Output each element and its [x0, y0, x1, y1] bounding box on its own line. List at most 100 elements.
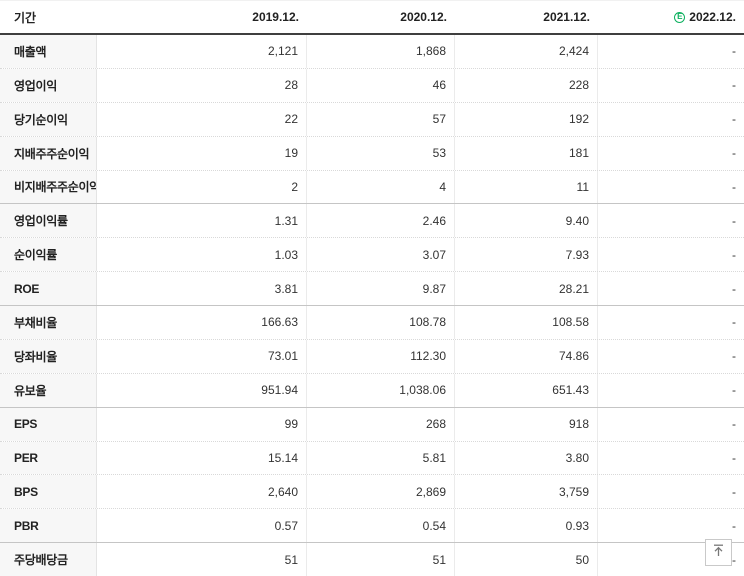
row-label: 유보율 — [0, 373, 97, 407]
year-header-2019: 2019.12. — [252, 10, 299, 24]
row-value-2019: 19 — [97, 136, 307, 170]
year-header-2021: 2021.12. — [543, 10, 590, 24]
table-row: ROE 3.81 9.87 28.21 - — [0, 271, 744, 305]
row-value-2020: 57 — [307, 102, 455, 136]
row-value-2022: - — [732, 44, 736, 59]
row-value-2022: - — [732, 518, 736, 533]
table-row: PER 15.14 5.81 3.80 - — [0, 440, 744, 475]
row-value-2020: 2.46 — [307, 204, 455, 238]
row-value-2019: 28 — [97, 68, 307, 102]
row-label: EPS — [0, 407, 97, 441]
table-row: 부채비율 166.63 108.78 108.58 - — [0, 305, 744, 339]
row-label: PER — [0, 441, 97, 475]
row-value-2021: 7.93 — [455, 238, 598, 272]
row-label: 당좌비율 — [0, 339, 97, 373]
year-header-2022-estimate: E 2022.12. — [598, 1, 744, 33]
row-value-2019: 51 — [97, 543, 307, 576]
row-value-2019: 1.03 — [97, 238, 307, 272]
row-value-2022: - — [732, 78, 736, 93]
row-value-2020: 46 — [307, 68, 455, 102]
row-value-2019: 73.01 — [97, 339, 307, 373]
table-header-row: 기간 2019.12. 2020.12. 2021.12. E 2022.12. — [0, 1, 744, 35]
table-row: 순이익률 1.03 3.07 7.93 - — [0, 237, 744, 272]
estimate-icon: E — [674, 11, 686, 23]
row-value-2021: 28.21 — [455, 272, 598, 305]
row-value-2020: 53 — [307, 136, 455, 170]
row-value-2019: 2,640 — [97, 475, 307, 509]
period-header: 기간 — [14, 10, 37, 25]
table-row: 유보율 951.94 1,038.06 651.43 - — [0, 372, 744, 407]
table-row: EPS 99 268 918 - — [0, 406, 744, 441]
table-row: 매출액 2,121 1,868 2,424 - — [0, 35, 744, 68]
year-header-2020: 2020.12. — [400, 10, 447, 24]
row-value-2021: 74.86 — [455, 339, 598, 373]
row-value-2021: 11 — [455, 170, 598, 204]
row-value-2022: - — [732, 552, 736, 567]
row-value-2019: 2 — [97, 170, 307, 204]
row-value-2021: 918 — [455, 407, 598, 441]
table-row: 영업이익 28 46 228 - — [0, 67, 744, 102]
row-value-2020: 1,868 — [307, 35, 455, 68]
row-value-2022: - — [732, 247, 736, 262]
table-row: PBR 0.57 0.54 0.93 - — [0, 508, 744, 543]
row-value-2020: 4 — [307, 170, 455, 204]
table-row: 주당배당금 51 51 50 - — [0, 542, 744, 576]
year-header-label: 2022.12. — [689, 10, 736, 24]
row-value-2021: 3.80 — [455, 441, 598, 475]
row-value-2019: 0.57 — [97, 509, 307, 543]
row-label: 영업이익 — [0, 68, 97, 102]
row-label: 주당배당금 — [0, 543, 97, 576]
row-value-2022: - — [732, 146, 736, 161]
row-value-2021: 228 — [455, 68, 598, 102]
row-label: BPS — [0, 475, 97, 509]
row-value-2020: 1,038.06 — [307, 373, 455, 407]
row-value-2021: 50 — [455, 543, 598, 576]
scroll-to-top-button[interactable] — [705, 539, 732, 566]
table-row: 당좌비율 73.01 112.30 74.86 - — [0, 338, 744, 373]
table-body: 매출액 2,121 1,868 2,424 - 영업이익 28 46 228 -… — [0, 35, 744, 576]
row-value-2022: - — [732, 383, 736, 398]
row-value-2022: - — [732, 450, 736, 465]
row-value-2019: 2,121 — [97, 35, 307, 68]
row-label: 순이익률 — [0, 238, 97, 272]
row-value-2021: 108.58 — [455, 306, 598, 339]
row-value-2022: - — [732, 179, 736, 194]
row-label: 매출액 — [0, 35, 97, 68]
row-value-2020: 3.07 — [307, 238, 455, 272]
table-row: 영업이익률 1.31 2.46 9.40 - — [0, 203, 744, 238]
row-label: 지배주주순이익 — [0, 136, 97, 170]
table-row: BPS 2,640 2,869 3,759 - — [0, 474, 744, 509]
row-value-2022: - — [732, 349, 736, 364]
row-value-2020: 112.30 — [307, 339, 455, 373]
row-value-2021: 192 — [455, 102, 598, 136]
table-row: 비지배주주순이익 2 4 11 - — [0, 169, 744, 204]
row-value-2020: 268 — [307, 407, 455, 441]
row-value-2020: 108.78 — [307, 306, 455, 339]
row-label: 당기순이익 — [0, 102, 97, 136]
table-row: 당기순이익 22 57 192 - — [0, 101, 744, 136]
row-value-2019: 951.94 — [97, 373, 307, 407]
row-label: ROE — [0, 272, 97, 305]
row-value-2021: 0.93 — [455, 509, 598, 543]
row-value-2022: - — [732, 417, 736, 432]
arrow-up-to-top-icon — [711, 543, 726, 563]
row-value-2021: 2,424 — [455, 35, 598, 68]
row-value-2020: 5.81 — [307, 441, 455, 475]
row-label: 부채비율 — [0, 306, 97, 339]
row-value-2020: 9.87 — [307, 272, 455, 305]
row-value-2022: - — [732, 281, 736, 296]
row-value-2019: 22 — [97, 102, 307, 136]
row-value-2022: - — [732, 213, 736, 228]
row-label: PBR — [0, 509, 97, 543]
table-row: 지배주주순이익 19 53 181 - — [0, 135, 744, 170]
row-value-2021: 9.40 — [455, 204, 598, 238]
row-label: 영업이익률 — [0, 204, 97, 238]
row-value-2020: 0.54 — [307, 509, 455, 543]
row-value-2022: - — [732, 112, 736, 127]
row-value-2019: 166.63 — [97, 306, 307, 339]
row-value-2020: 51 — [307, 543, 455, 576]
row-value-2022: - — [732, 315, 736, 330]
row-value-2019: 1.31 — [97, 204, 307, 238]
